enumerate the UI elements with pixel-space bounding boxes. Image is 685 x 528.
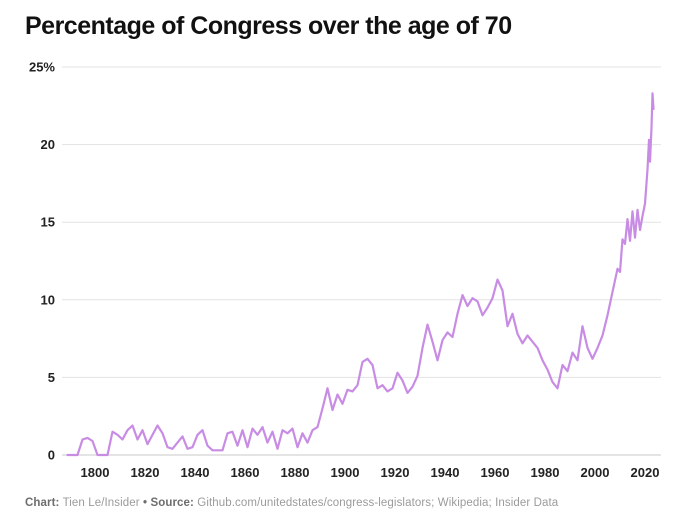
x-axis-group: 1800 1820 1840 1860 1880 1900 1920 1940 1960 1980…	[81, 465, 660, 480]
y-axis-tick-label: 15	[41, 215, 55, 230]
x-axis-tick-label: 1820	[131, 465, 160, 480]
attribution-source-label: Source:	[150, 497, 194, 509]
x-axis-tick-label: 1960	[481, 465, 510, 480]
x-axis-tick-label: 1860	[231, 465, 260, 480]
attribution-chart-value: Tien Le/Insider	[62, 497, 140, 509]
y-axis-tick-label: 25%	[29, 60, 55, 75]
attribution-chart-label: Chart:	[25, 497, 60, 509]
x-axis-tick-label: 1980	[531, 465, 560, 480]
x-axis-tick-label: 2000	[581, 465, 610, 480]
x-axis-tick-label: 1920	[381, 465, 410, 480]
attribution-separator: •	[143, 497, 148, 509]
x-axis-tick-label: 1940	[431, 465, 460, 480]
x-axis-tick-label: 1840	[181, 465, 210, 480]
chart-title: Percentage of Congress over the age of 7…	[25, 12, 512, 40]
x-axis-tick-label: 1900	[331, 465, 360, 480]
chart-attribution: Chart: Tien Le/Insider • Source: Github.…	[25, 497, 675, 509]
y-axis-tick-label: 10	[41, 292, 55, 307]
y-axis-tick-label: 5	[48, 370, 55, 385]
y-axis-group: 25% 20 15 10 5 0	[29, 60, 55, 463]
y-axis-tick-label: 20	[41, 137, 55, 152]
y-axis-tick-label: 0	[48, 448, 55, 463]
trend-line	[66, 92, 655, 457]
x-axis-tick-label: 2020	[631, 465, 660, 480]
grid-group	[62, 66, 661, 456]
x-axis-tick-label: 1800	[81, 465, 110, 480]
attribution-source-value: Github.com/unitedstates/congress-legisla…	[197, 497, 559, 509]
x-axis-tick-label: 1880	[281, 465, 310, 480]
